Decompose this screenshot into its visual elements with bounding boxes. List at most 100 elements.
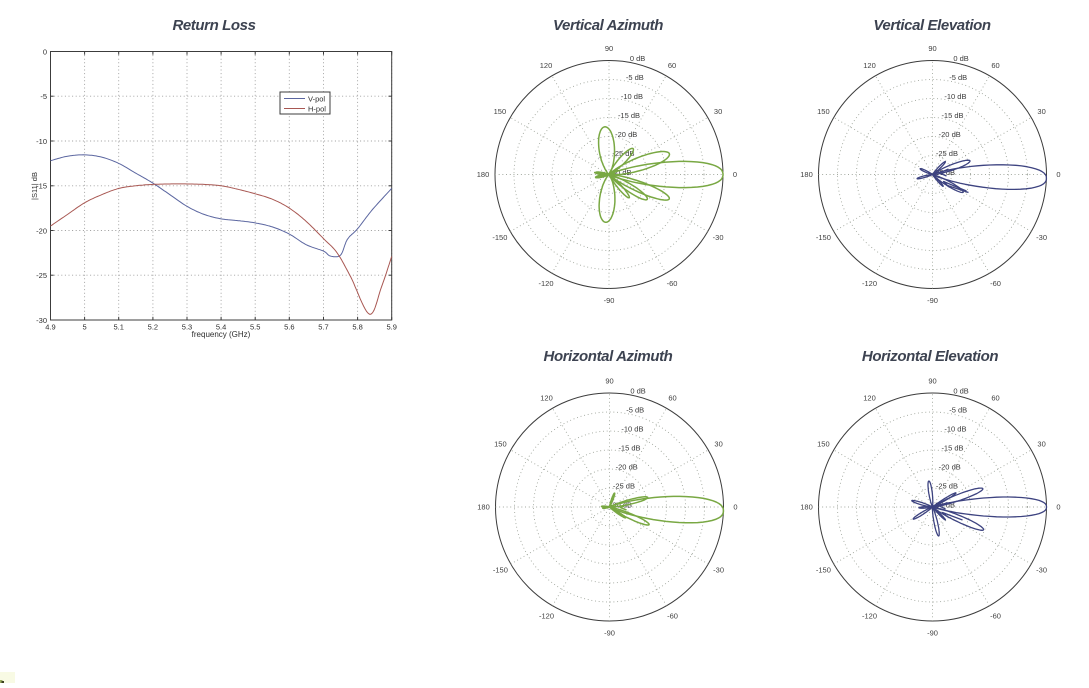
svg-text:-15 dB: -15 dB <box>618 111 640 120</box>
svg-text:5: 5 <box>83 323 87 332</box>
svg-text:V-pol: V-pol <box>308 94 325 103</box>
svg-text:120: 120 <box>540 61 553 70</box>
svg-text:-30 dB: -30 dB <box>610 501 632 510</box>
svg-text:30: 30 <box>714 440 722 449</box>
svg-text:30: 30 <box>1037 107 1045 116</box>
svg-text:-20 dB: -20 dB <box>616 463 638 472</box>
svg-text:-20 dB: -20 dB <box>939 463 961 472</box>
svg-text:90: 90 <box>605 377 613 386</box>
svg-text:-15 dB: -15 dB <box>618 444 640 453</box>
svg-text:60: 60 <box>991 61 999 70</box>
svg-text:120: 120 <box>540 393 553 402</box>
svg-text:-30: -30 <box>1036 233 1047 242</box>
svg-text:-25 dB: -25 dB <box>613 482 635 491</box>
svg-text:-90: -90 <box>604 296 615 305</box>
svg-text:-5: -5 <box>40 92 47 101</box>
svg-text:Vertical Azimuth: Vertical Azimuth <box>553 17 663 34</box>
svg-text:Horizontal Elevation: Horizontal Elevation <box>862 348 998 365</box>
svg-text:-150: -150 <box>816 566 831 575</box>
svg-text:H-pol: H-pol <box>308 104 326 113</box>
svg-text:-10 dB: -10 dB <box>621 425 643 434</box>
svg-text:150: 150 <box>817 107 830 116</box>
svg-text:-120: -120 <box>538 279 553 288</box>
svg-text:-5 dB: -5 dB <box>626 406 644 415</box>
svg-text:0 dB: 0 dB <box>630 54 645 63</box>
svg-text:0 dB: 0 dB <box>630 387 645 396</box>
svg-text:-20: -20 <box>36 226 47 235</box>
svg-text:5.9: 5.9 <box>386 323 396 332</box>
svg-text:180: 180 <box>477 170 490 179</box>
svg-text:150: 150 <box>494 440 507 449</box>
svg-text:5.1: 5.1 <box>113 323 123 332</box>
svg-text:180: 180 <box>800 503 813 512</box>
svg-text:90: 90 <box>928 44 936 53</box>
svg-text:-10: -10 <box>36 137 47 146</box>
svg-text:-15 dB: -15 dB <box>941 111 963 120</box>
svg-text:-20 dB: -20 dB <box>939 130 961 139</box>
svg-text:-150: -150 <box>816 233 831 242</box>
svg-text:150: 150 <box>817 440 830 449</box>
svg-text:-25 dB: -25 dB <box>936 482 958 491</box>
svg-text:120: 120 <box>863 393 876 402</box>
svg-text:-30 dB: -30 dB <box>609 168 631 177</box>
svg-text:-5 dB: -5 dB <box>949 73 967 82</box>
svg-text:-30: -30 <box>36 316 47 325</box>
svg-text:-20 dB: -20 dB <box>615 130 637 139</box>
svg-text:0: 0 <box>1056 503 1060 512</box>
svg-text:-10 dB: -10 dB <box>944 425 966 434</box>
svg-text:60: 60 <box>668 393 676 402</box>
svg-text:-60: -60 <box>990 612 1001 621</box>
svg-text:-60: -60 <box>667 279 678 288</box>
svg-text:0: 0 <box>733 170 737 179</box>
svg-text:0: 0 <box>43 47 47 56</box>
svg-text:90: 90 <box>928 377 936 386</box>
svg-text:5.2: 5.2 <box>148 323 158 332</box>
svg-text:0: 0 <box>1056 170 1060 179</box>
svg-text:-150: -150 <box>492 233 507 242</box>
svg-text:30: 30 <box>1037 440 1045 449</box>
svg-text:Horizontal Azimuth: Horizontal Azimuth <box>544 348 673 365</box>
svg-text:0 dB: 0 dB <box>953 54 968 63</box>
svg-text:-25: -25 <box>36 271 47 280</box>
svg-text:-60: -60 <box>990 279 1001 288</box>
svg-text:-120: -120 <box>539 612 554 621</box>
svg-text:0 dB: 0 dB <box>953 387 968 396</box>
svg-text:4.9: 4.9 <box>45 323 55 332</box>
svg-text:-60: -60 <box>667 612 678 621</box>
svg-text:-25 dB: -25 dB <box>936 149 958 158</box>
svg-text:Vertical Elevation: Vertical Elevation <box>873 17 991 34</box>
svg-text:30: 30 <box>714 107 722 116</box>
svg-text:-90: -90 <box>927 296 938 305</box>
svg-text:180: 180 <box>477 503 490 512</box>
svg-text:-5 dB: -5 dB <box>949 406 967 415</box>
svg-text:-90: -90 <box>927 629 938 638</box>
svg-text:-30: -30 <box>1036 566 1047 575</box>
svg-text:180: 180 <box>800 170 813 179</box>
svg-text:5.6: 5.6 <box>284 323 294 332</box>
svg-text:150: 150 <box>494 107 507 116</box>
svg-text:-120: -120 <box>862 279 877 288</box>
svg-text:-90: -90 <box>604 629 615 638</box>
svg-text:-120: -120 <box>862 612 877 621</box>
svg-text:-15 dB: -15 dB <box>941 444 963 453</box>
svg-text:5.4: 5.4 <box>216 323 226 332</box>
svg-text:5.8: 5.8 <box>352 323 362 332</box>
svg-text:frequency (GHz): frequency (GHz) <box>192 330 251 339</box>
svg-text:5.7: 5.7 <box>318 323 328 332</box>
svg-text:-5 dB: -5 dB <box>626 73 644 82</box>
svg-text:-15: -15 <box>36 182 47 191</box>
svg-text:5.3: 5.3 <box>182 323 192 332</box>
svg-text:5.5: 5.5 <box>250 323 260 332</box>
svg-text:90: 90 <box>605 44 613 53</box>
svg-text:120: 120 <box>863 61 876 70</box>
svg-text:60: 60 <box>991 393 999 402</box>
svg-text:-30: -30 <box>713 233 724 242</box>
svg-text:Return Loss: Return Loss <box>172 17 255 34</box>
svg-text:-150: -150 <box>493 566 508 575</box>
svg-text:-30: -30 <box>713 566 724 575</box>
svg-text:-10 dB: -10 dB <box>621 92 643 101</box>
svg-text:|S11| dB: |S11| dB <box>30 172 39 200</box>
svg-text:-10 dB: -10 dB <box>944 92 966 101</box>
svg-text:0: 0 <box>733 503 737 512</box>
svg-text:60: 60 <box>668 61 676 70</box>
